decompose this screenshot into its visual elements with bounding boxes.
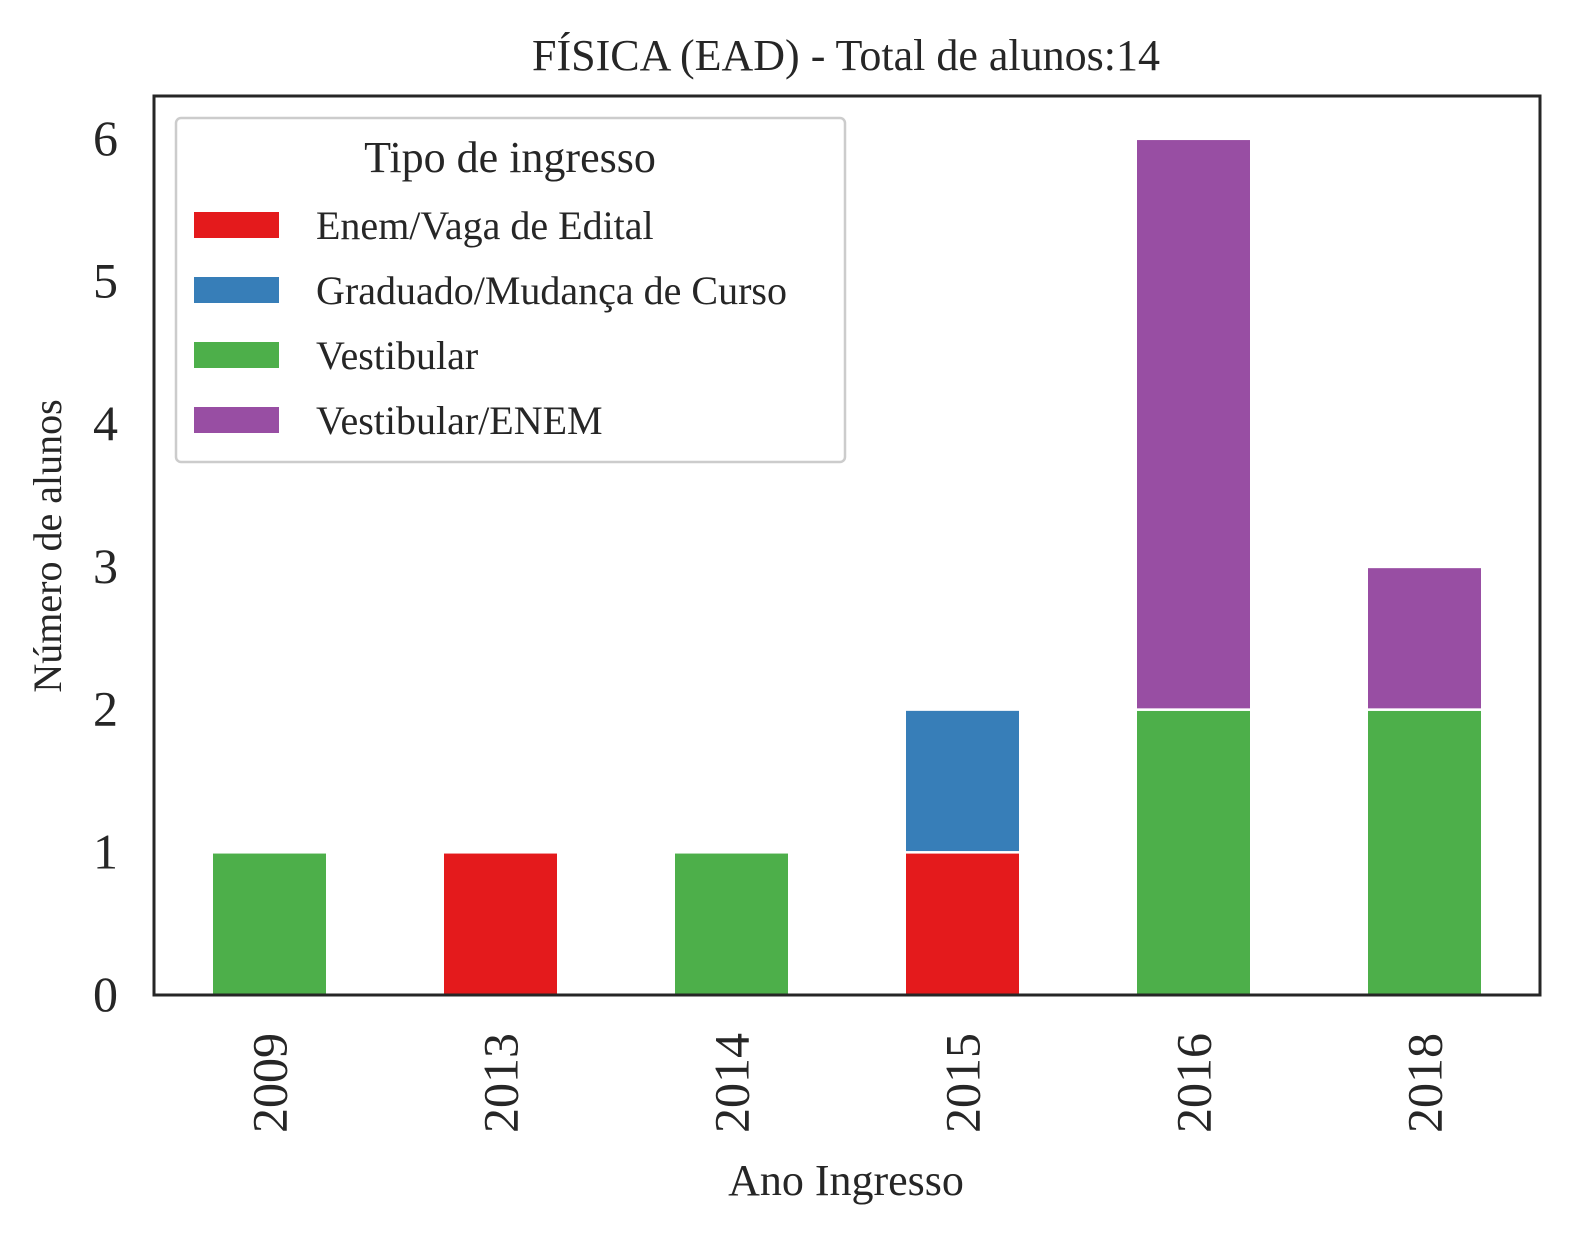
bar-2016-vestibular: [1134, 708, 1253, 997]
legend-label-vestibular-enem: Vestibular/ENEM: [316, 398, 603, 443]
plot-frame: [152, 94, 1542, 997]
legend-label-vestibular: Vestibular: [316, 333, 478, 378]
x-tick-label: 2018: [1397, 1033, 1453, 1133]
x-tick-label: 2014: [704, 1033, 760, 1133]
x-tick-label: 2016: [1166, 1033, 1222, 1133]
bar-2009-vestibular: [210, 851, 329, 997]
legend-swatch-enem-vaga-de-edital: [194, 212, 279, 238]
bar-2014-vestibular: [672, 851, 791, 997]
bar-2018-vestibular-enem: [1365, 565, 1484, 711]
bars-group: [210, 137, 1484, 997]
legend-swatch-graduado-mudanca-de-curso: [194, 277, 279, 303]
x-tick-label: 2013: [473, 1033, 529, 1133]
legend-items: Enem/Vaga de Edital Graduado/Mudança de C…: [194, 203, 787, 443]
legend-frame: [174, 116, 847, 464]
y-tick-label: 3: [93, 538, 118, 594]
y-tick-label: 2: [93, 681, 118, 737]
bar-2015-graduado-mudanca-de-curso: [903, 708, 1022, 854]
chart-title: FÍSICA (EAD) - Total de alunos:14: [532, 31, 1160, 80]
y-tick-label: 6: [93, 110, 118, 166]
legend-label-graduado-mudanca-de-curso: Graduado/Mudança de Curso: [316, 268, 787, 313]
x-ticks-group: 2009 2013 2014 2015 2016 2018: [242, 1033, 1453, 1133]
x-tick-label: 2015: [935, 1033, 991, 1133]
bar-2015-enem-vaga-de-edital: [903, 851, 1022, 997]
legend-swatch-vestibular: [194, 342, 279, 368]
bar-2016-vestibular-enem: [1134, 137, 1253, 711]
y-tick-label: 0: [93, 966, 118, 1022]
y-axis-label: Número de alunos: [25, 399, 70, 692]
legend: Tipo de ingresso Enem/Vaga de Edital Grad…: [174, 116, 847, 464]
x-axis-label: Ano Ingresso: [728, 1156, 964, 1205]
x-tick-label: 2009: [242, 1033, 298, 1133]
bar-2018-vestibular: [1365, 708, 1484, 997]
legend-swatch-vestibular-enem: [194, 407, 279, 433]
y-ticks-group: 0 1 2 3 4 5 6: [93, 110, 118, 1022]
legend-title: Tipo de ingresso: [364, 133, 656, 182]
y-tick-label: 4: [93, 395, 118, 451]
y-tick-label: 1: [93, 823, 118, 879]
legend-label-enem-vaga-de-edital: Enem/Vaga de Edital: [316, 203, 654, 248]
y-tick-label: 5: [93, 253, 118, 309]
bar-2013-enem-vaga-de-edital: [441, 851, 560, 997]
